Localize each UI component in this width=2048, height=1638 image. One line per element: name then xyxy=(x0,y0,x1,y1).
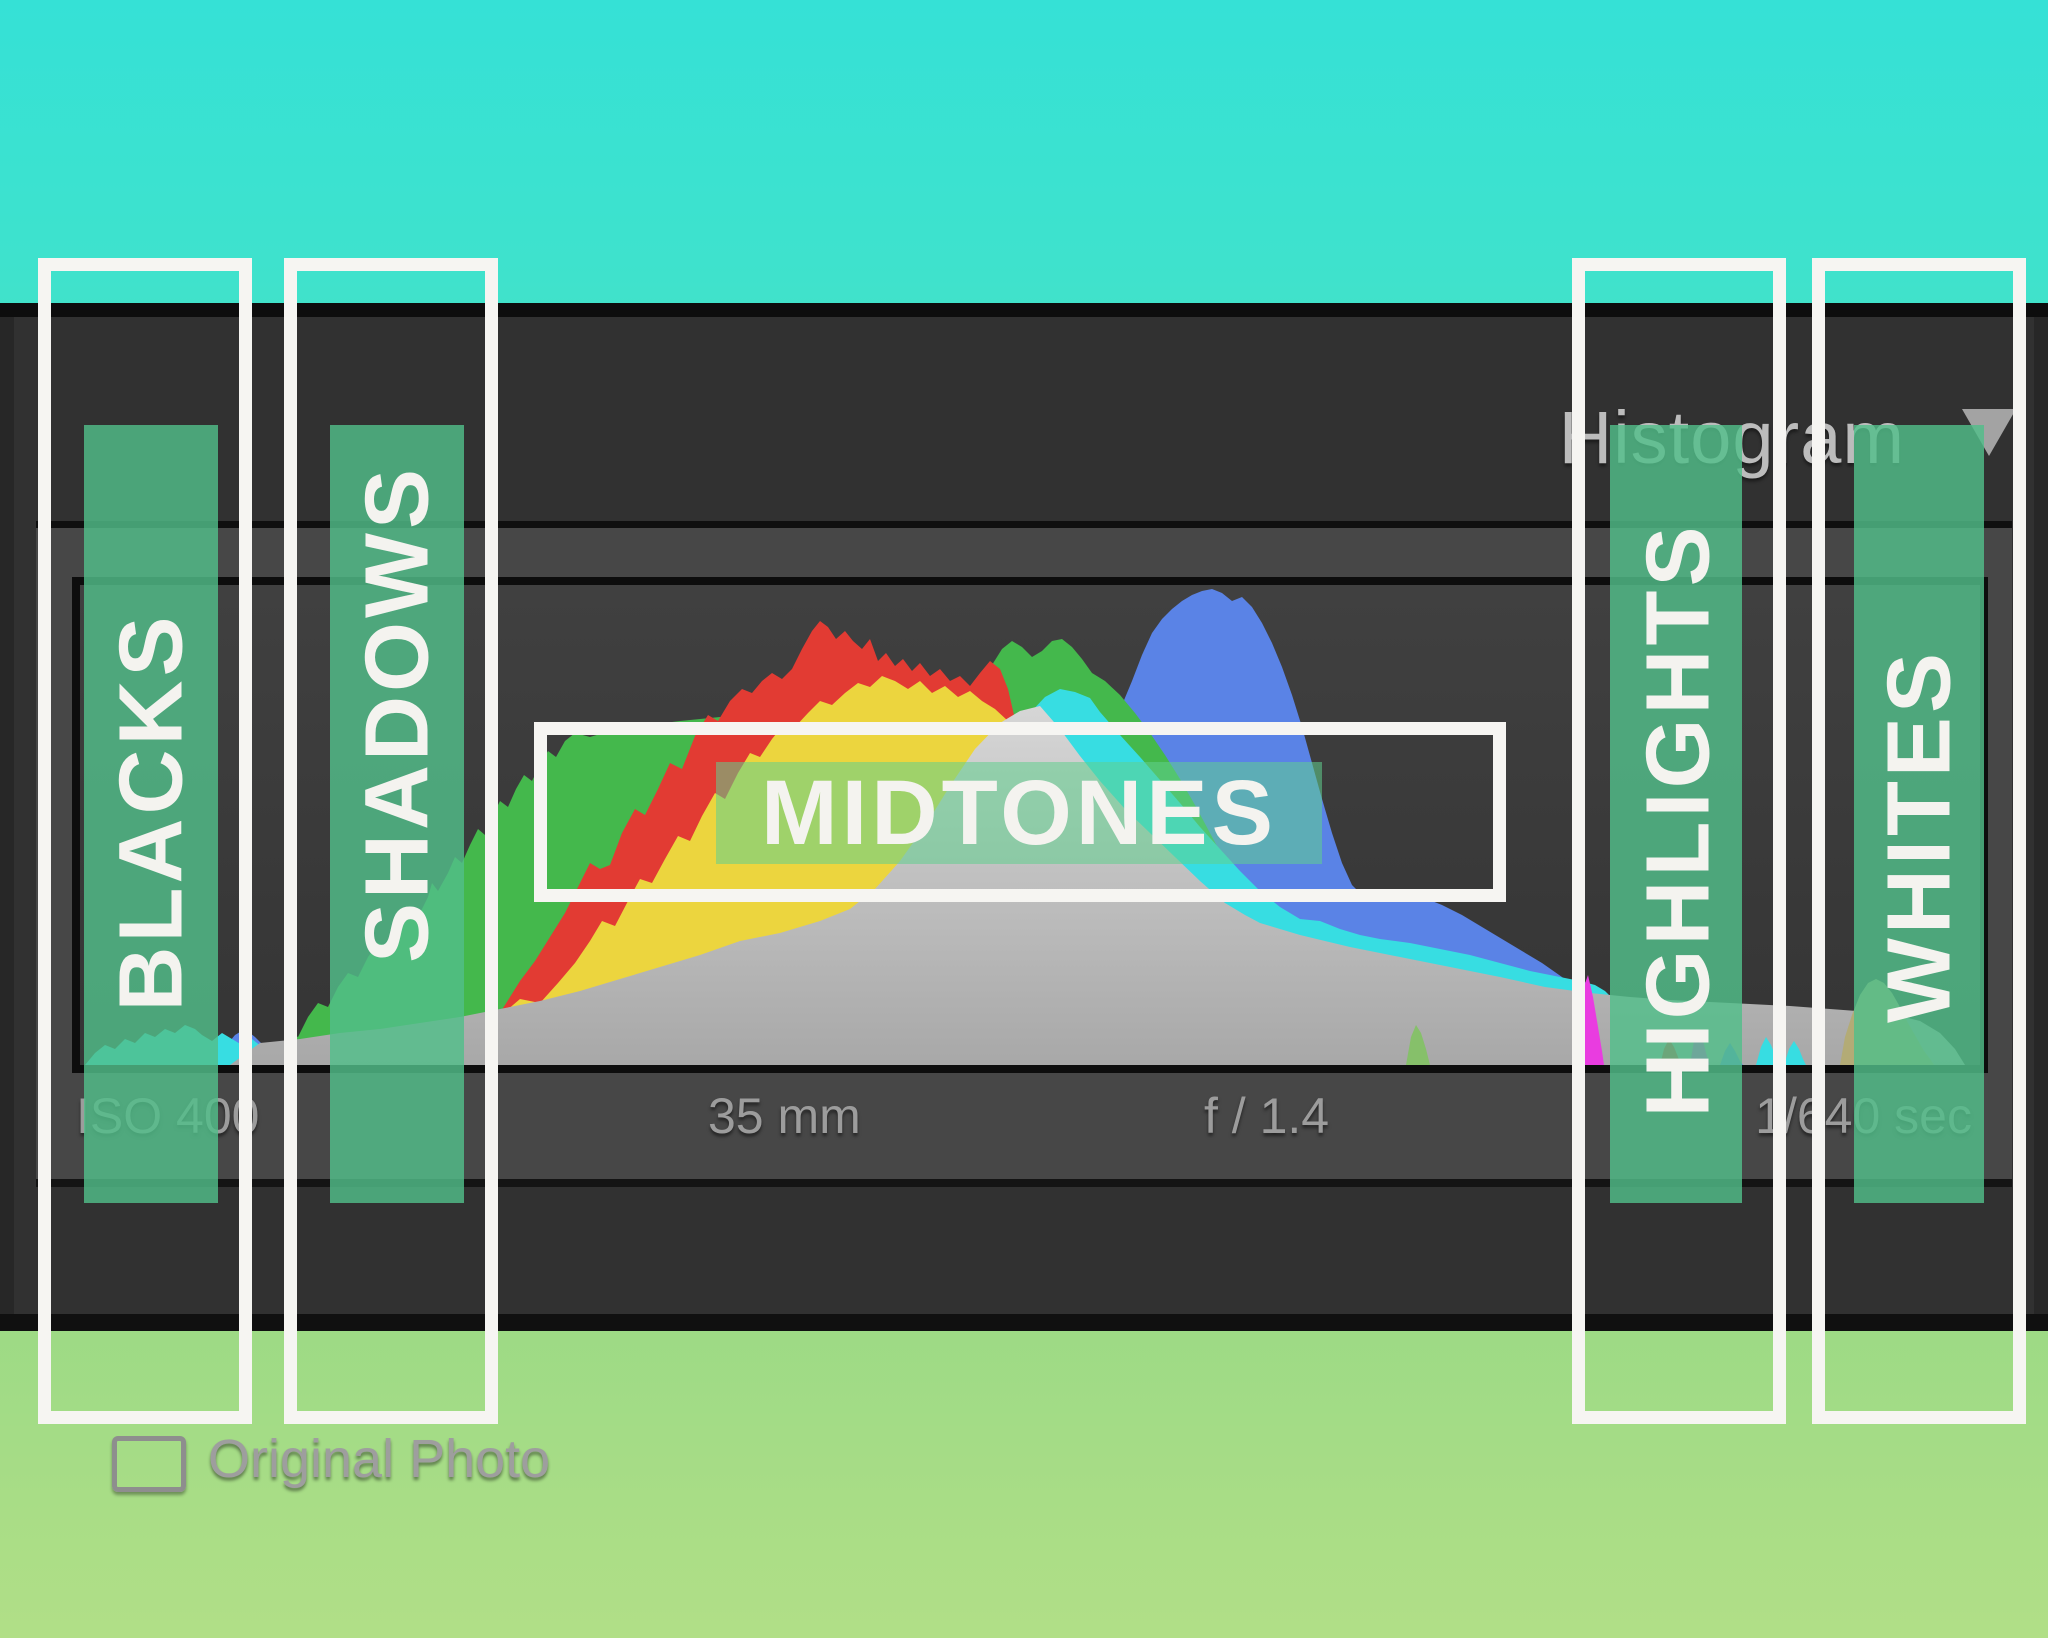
shadows-zone-box xyxy=(284,258,498,1424)
hist-channel-moss-speck xyxy=(1406,1025,1430,1065)
whites-label: WHITES xyxy=(1869,649,1970,1023)
panel-right-edge xyxy=(2034,317,2048,1314)
shadows-zone-bar xyxy=(330,425,464,1203)
panel-left-edge xyxy=(0,317,14,1314)
shadows-label: SHADOWS xyxy=(347,465,448,963)
hist-channel-cyan-speck-1 xyxy=(1756,1037,1778,1065)
hist-channel-cyan-speck-2 xyxy=(1784,1041,1806,1065)
blacks-label: BLACKS xyxy=(101,612,202,1012)
midtones-zone-box xyxy=(534,722,1506,902)
highlights-zone-bar xyxy=(1610,425,1742,1203)
highlights-zone-box xyxy=(1572,258,1786,1424)
original-photo-label: Original Photo xyxy=(208,1429,551,1489)
original-photo-row: Original Photo xyxy=(36,1428,2048,1508)
midtones-label: MIDTONES xyxy=(761,761,1277,864)
midtones-zone-fill xyxy=(716,762,1322,864)
whites-zone-bar xyxy=(1854,425,1984,1203)
hist-channel-gray xyxy=(230,706,1965,1065)
blacks-zone-box xyxy=(38,258,252,1424)
exif-aperture: f / 1.4 xyxy=(1204,1088,1330,1144)
original-photo-checkbox[interactable] xyxy=(112,1436,186,1492)
exif-focal-length: 35 mm xyxy=(708,1088,861,1144)
highlights-label: HIGHLIGHTS xyxy=(1628,522,1729,1118)
whites-zone-box xyxy=(1812,258,2026,1424)
blacks-zone-bar xyxy=(84,425,218,1203)
